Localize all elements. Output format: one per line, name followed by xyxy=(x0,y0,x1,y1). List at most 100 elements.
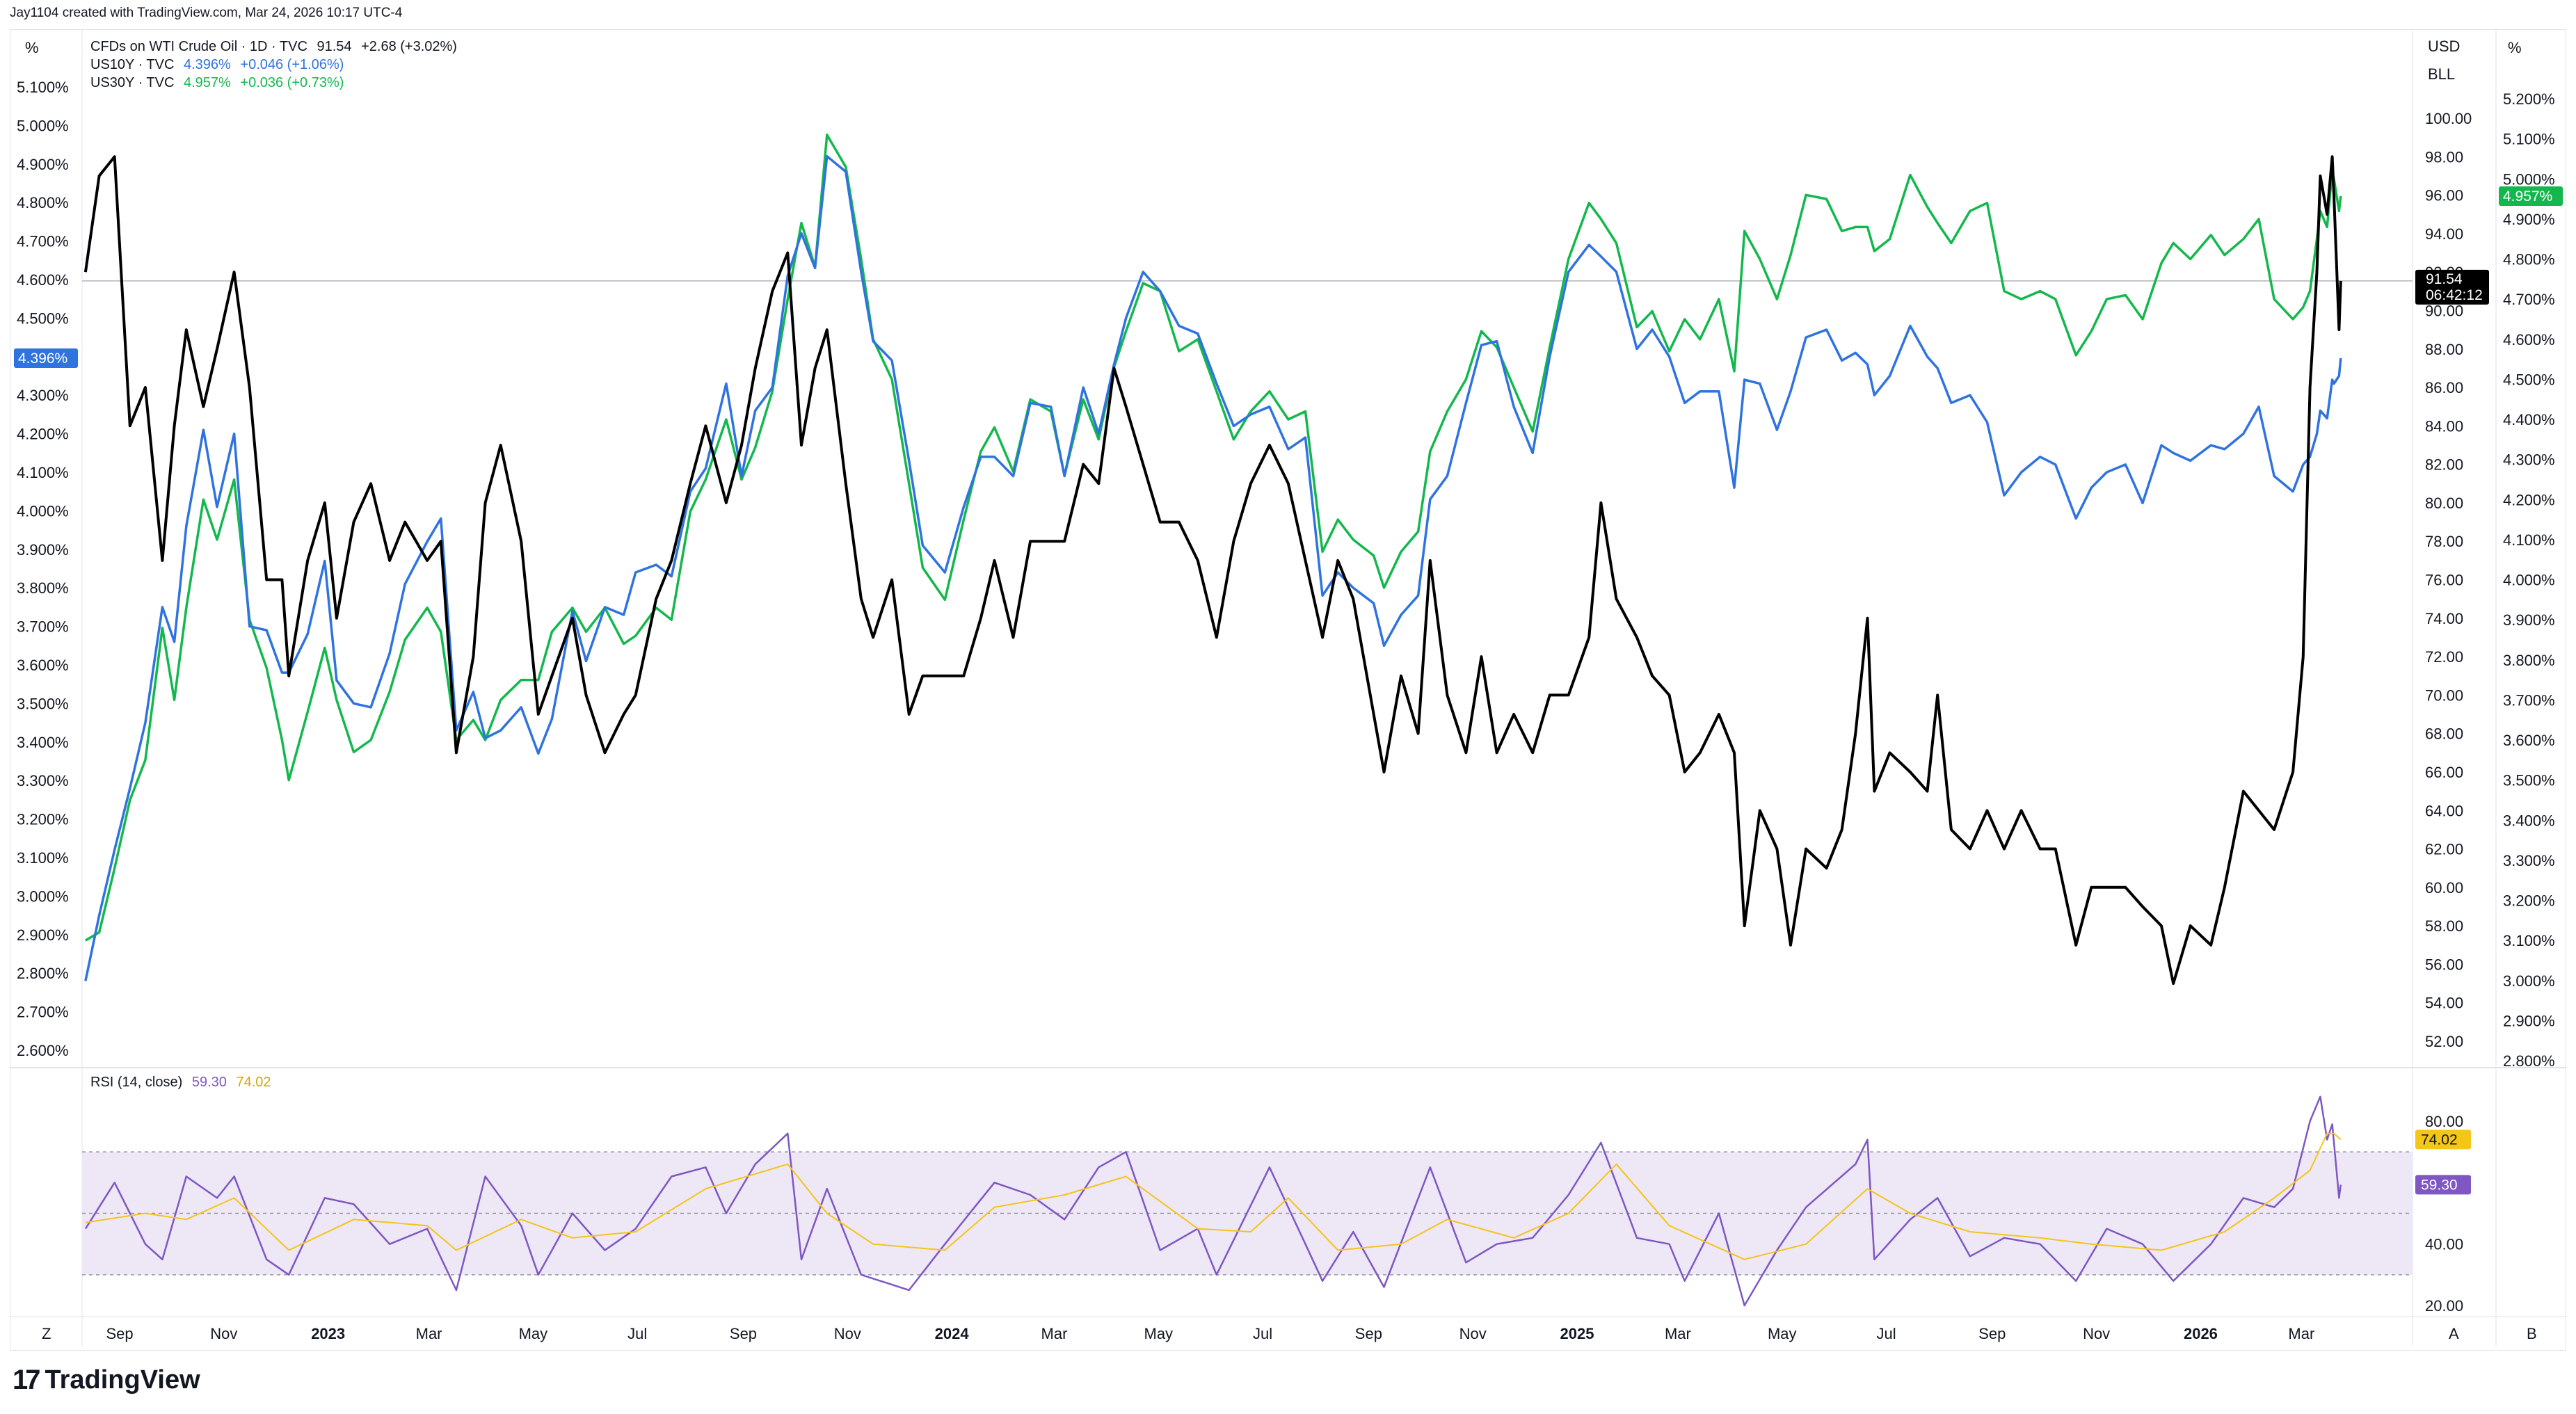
right-axis-tick: 4.300% xyxy=(2503,451,2555,469)
time-axis-tick: Jul xyxy=(1876,1325,1896,1342)
legend-oil[interactable]: CFDs on WTI Crude Oil · 1D · TVC 91.54 +… xyxy=(90,39,463,55)
tick-layer: 5.100% 5.000% 4.900% 4.800% 4.700% 4.600% 4.50… xyxy=(17,79,2555,1342)
series-line-cfds-on-wti-crude-oil[interactable] xyxy=(83,155,2342,986)
tradingview-logo-text: TradingView xyxy=(45,1365,200,1395)
oil-axis-tick: 76.00 xyxy=(2425,572,2463,589)
rsi-ma-tag: 74.02 xyxy=(2415,1130,2471,1150)
legend-rsi-ma: 74.02 xyxy=(236,1075,271,1090)
oil-axis-tick: 88.00 xyxy=(2425,341,2463,358)
oil-axis-tick: 80.00 xyxy=(2425,495,2463,512)
us10y-tag-value: 4.396% xyxy=(18,351,67,367)
right-axis-tick: 3.000% xyxy=(2503,972,2555,990)
left-axis-tick: 4.100% xyxy=(17,464,69,481)
right-axis-tick: 5.000% xyxy=(2503,170,2555,188)
right-axis-tick: 3.900% xyxy=(2503,611,2555,629)
right-unit-label[interactable]: % xyxy=(2508,39,2522,56)
oil-axis-tick: 64.00 xyxy=(2425,802,2463,819)
rsi-ma-tag-value: 74.02 xyxy=(2421,1132,2458,1148)
legend-us30y-value: 4.957% xyxy=(183,75,231,90)
right-axis-tick: 3.700% xyxy=(2503,691,2555,709)
time-axis-tick: May xyxy=(519,1325,548,1342)
legend-us10y[interactable]: US10Y · TVC 4.396% +0.046 (+1.06%) xyxy=(90,57,349,73)
left-axis-tick: 2.600% xyxy=(17,1042,69,1059)
left-unit-label[interactable]: % xyxy=(25,39,39,56)
rsi-axis-tick: 20.00 xyxy=(2425,1297,2463,1315)
axis-button-a[interactable]: A xyxy=(2449,1325,2459,1342)
left-axis-tick: 3.300% xyxy=(17,772,69,789)
legend-us10y-value: 4.396% xyxy=(183,57,231,72)
oil-axis-tick: 78.00 xyxy=(2425,533,2463,550)
axis-button-z[interactable]: Z xyxy=(42,1325,51,1342)
left-axis-tick: 3.800% xyxy=(17,579,69,597)
oil-axis-tick: 100.00 xyxy=(2425,110,2472,127)
left-axis-tick: 2.800% xyxy=(17,965,69,982)
oil-axis-tick: 72.00 xyxy=(2425,648,2463,666)
time-axis-tick: May xyxy=(1144,1325,1174,1342)
right-axis-tick: 4.200% xyxy=(2503,491,2555,508)
currency-unit-label[interactable]: BLL xyxy=(2428,65,2455,83)
oil-axis-tick: 86.00 xyxy=(2425,379,2463,396)
right-axis-tick: 3.800% xyxy=(2503,652,2555,669)
chart-credit: Jay1104 created with TradingView.com, Ma… xyxy=(10,6,403,20)
axis-button-b[interactable]: B xyxy=(2527,1325,2537,1342)
right-axis-tick: 5.100% xyxy=(2503,131,2555,148)
time-axis-tick: Sep xyxy=(1355,1325,1382,1342)
currency-label[interactable]: USD xyxy=(2428,38,2460,55)
us30y-tag-value: 4.957% xyxy=(2503,188,2552,204)
oil-axis-tick: 58.00 xyxy=(2425,917,2463,935)
left-axis-tick: 4.300% xyxy=(17,387,69,404)
time-axis-tick: Nov xyxy=(834,1325,861,1342)
tradingview-logo-icon: 17 xyxy=(13,1365,40,1395)
oil-axis-tick: 60.00 xyxy=(2425,879,2463,897)
legend-oil-change: +2.68 (+3.02%) xyxy=(361,39,457,54)
oil-axis-tick: 66.00 xyxy=(2425,764,2463,781)
left-axis-tick: 2.900% xyxy=(17,926,69,944)
legend-rsi[interactable]: RSI (14, close) 59.30 74.02 xyxy=(90,1075,277,1091)
tradingview-logo[interactable]: 17 TradingView xyxy=(13,1365,200,1396)
oil-axis-tick: 62.00 xyxy=(2425,841,2463,858)
series-line-rsi-based-ma[interactable] xyxy=(85,1132,2342,1260)
series-line-us10y[interactable] xyxy=(84,154,2342,981)
series-line-us30y[interactable] xyxy=(85,134,2342,942)
left-axis-tick: 4.800% xyxy=(17,194,69,211)
left-axis-tick: 3.200% xyxy=(17,811,69,828)
legend-oil-value: 91.54 xyxy=(317,39,352,54)
right-axis-tick: 4.700% xyxy=(2503,291,2555,308)
series-layer xyxy=(83,134,2342,1307)
oil-axis-tick: 84.00 xyxy=(2425,417,2463,435)
time-axis-tick: 2023 xyxy=(311,1325,345,1342)
right-axis-tick: 3.500% xyxy=(2503,772,2555,789)
legend-rsi-value: 59.30 xyxy=(191,1075,227,1090)
legend-us30y-name: US30Y · TVC xyxy=(90,75,175,90)
time-axis-tick: Mar xyxy=(416,1325,442,1342)
oil-axis-tick: 90.00 xyxy=(2425,302,2463,319)
oil-axis-tick: 70.00 xyxy=(2425,686,2463,704)
left-axis-tick: 3.000% xyxy=(17,887,69,905)
rsi-axis-tick: 80.00 xyxy=(2425,1113,2463,1130)
time-axis-tick: 2024 xyxy=(935,1325,970,1342)
left-axis-tick: 4.700% xyxy=(17,233,69,250)
time-axis-tick: Nov xyxy=(1459,1325,1487,1342)
right-axis-tick: 4.900% xyxy=(2503,211,2555,228)
oil-axis-tick: 94.00 xyxy=(2425,225,2463,243)
right-axis-tick: 2.900% xyxy=(2503,1012,2555,1029)
time-axis-tick: Jul xyxy=(627,1325,647,1342)
oil-tag-value: 91.54 xyxy=(2426,271,2463,287)
legend-us10y-name: US10Y · TVC xyxy=(90,57,175,72)
series-line-rsi-14-close-[interactable] xyxy=(84,1095,2342,1307)
left-axis-tick: 5.000% xyxy=(17,117,69,134)
left-axis-tick: 3.100% xyxy=(17,849,69,867)
left-axis-tick: 4.500% xyxy=(17,310,69,327)
left-axis-tick: 5.100% xyxy=(17,79,69,96)
legend-us30y[interactable]: US30Y · TVC 4.957% +0.036 (+0.73%) xyxy=(90,75,349,91)
left-axis-tick: 3.400% xyxy=(17,734,69,751)
oil-axis-tick: 96.00 xyxy=(2425,187,2463,204)
oil-price-tag: 91.54 06:42:12 xyxy=(2415,269,2489,305)
time-axis-tick: Sep xyxy=(730,1325,757,1342)
legend-us10y-change: +0.046 (+1.06%) xyxy=(240,57,344,72)
left-axis-tick: 3.900% xyxy=(17,541,69,559)
oil-axis-tick: 74.00 xyxy=(2425,610,2463,627)
time-axis-tick: Sep xyxy=(106,1325,133,1342)
left-axis-tick: 3.700% xyxy=(17,618,69,636)
